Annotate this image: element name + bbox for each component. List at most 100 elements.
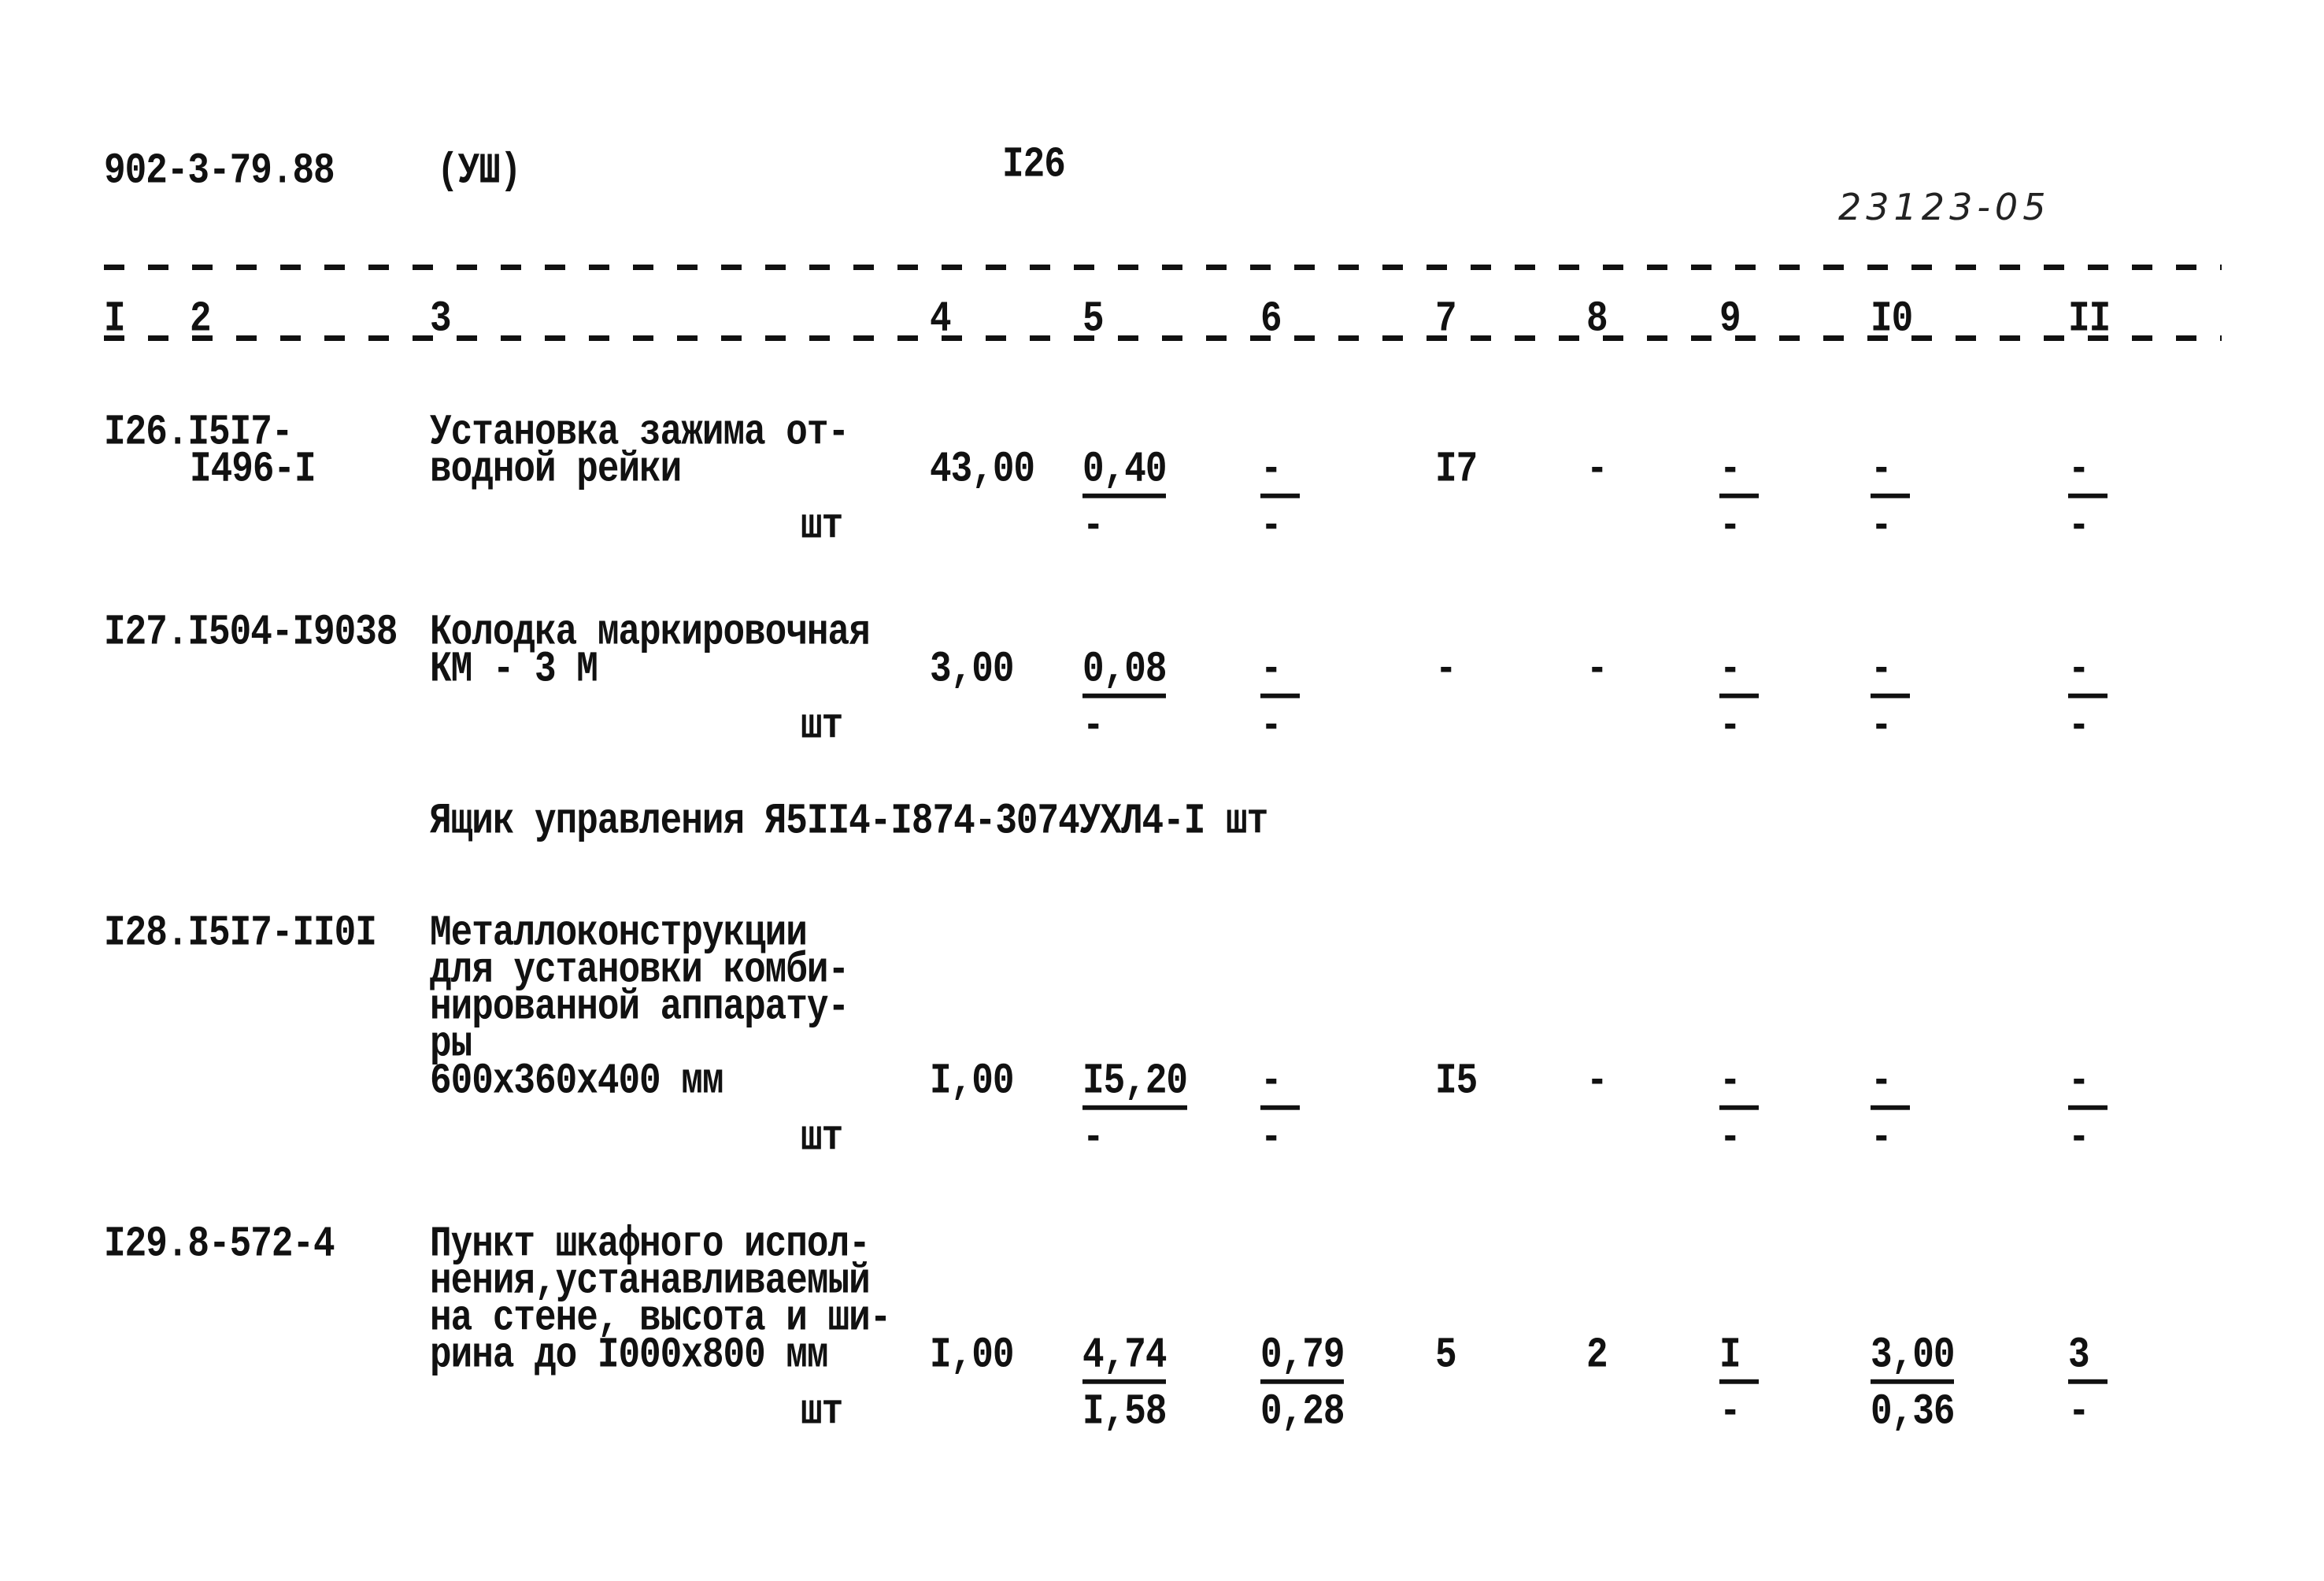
- cell-c11-top-value: -: [2068, 1059, 2108, 1110]
- row-description-line: ры: [430, 1020, 472, 1068]
- cell-c9-top-value: -: [1719, 447, 1759, 498]
- row-description-line: нения,устанавливаемый: [430, 1257, 871, 1305]
- cell-c10-top: -: [1871, 447, 1910, 498]
- row-description-line: на стене, высота и ши-: [430, 1294, 891, 1342]
- cell-c5-top: 0,08: [1082, 647, 1167, 698]
- row-code: I29.8-572-4: [104, 1220, 335, 1268]
- cell-c10-bottom: -: [1871, 1113, 1893, 1162]
- column-number-1: I: [104, 294, 126, 343]
- column-number-7: 7: [1435, 294, 1457, 343]
- cell-c5-top: 0,40: [1082, 447, 1167, 498]
- column-number-4: 4: [930, 294, 952, 343]
- cell-c10-top-value: 3,00: [1871, 1333, 1955, 1384]
- cell-c9-bottom: -: [1719, 502, 1741, 550]
- page-number: I26: [1002, 140, 1066, 189]
- row-description-line: для установки комби-: [430, 946, 849, 994]
- cell-c5-top-value: 0,08: [1082, 647, 1167, 698]
- cell-c7: I5: [1435, 1057, 1478, 1105]
- cell-c8: -: [1586, 645, 1608, 694]
- row-description-line: водной рейки: [430, 445, 682, 494]
- quantity: 43,00: [930, 445, 1035, 494]
- cell-c9-bottom: -: [1719, 702, 1741, 750]
- cell-c8: 2: [1586, 1331, 1608, 1379]
- cell-c5-top: I5,20: [1082, 1059, 1188, 1110]
- row-description-line: Металлоконструкции: [430, 909, 808, 957]
- row-code: I28.I5I7-II0I: [104, 909, 377, 957]
- header-dashed-rule: [104, 335, 2222, 341]
- cell-c11-bottom: -: [2068, 702, 2090, 750]
- column-number-6: 6: [1260, 294, 1282, 343]
- cell-c9-top-value: -: [1719, 1059, 1759, 1110]
- cell-c9-top: -: [1719, 447, 1759, 498]
- cell-c9-top-value: I: [1719, 1333, 1759, 1384]
- cell-c11-bottom: -: [2068, 1387, 2090, 1436]
- cell-c6-bottom: 0,28: [1260, 1387, 1345, 1436]
- cell-c5-bottom: -: [1082, 502, 1105, 550]
- quantity: I,00: [930, 1331, 1014, 1379]
- row-code: I27.I504-I9038: [104, 608, 398, 657]
- document-code: 902-3-79.88: [104, 146, 335, 195]
- cell-c10-top-value: -: [1871, 1059, 1910, 1110]
- column-number-9: 9: [1719, 294, 1741, 343]
- cell-c11-top: 3: [2068, 1333, 2108, 1384]
- cell-c6-top-value: 0,79: [1260, 1333, 1345, 1384]
- handwritten-number: 23123-05: [1838, 186, 2051, 228]
- cell-c10-bottom: 0,36: [1871, 1387, 1955, 1436]
- column-number-3: 3: [430, 294, 452, 343]
- column-number-2: 2: [190, 294, 212, 343]
- cell-c5-top-value: I5,20: [1082, 1059, 1188, 1110]
- cell-c11-bottom: -: [2068, 502, 2090, 550]
- top-dashed-rule: [104, 265, 2222, 270]
- cell-c5-bottom: -: [1082, 1113, 1105, 1162]
- cell-c6-top-value: -: [1260, 647, 1300, 698]
- cell-c6-bottom: -: [1260, 502, 1282, 550]
- cell-c8: -: [1586, 1057, 1608, 1105]
- cell-c10-bottom: -: [1871, 702, 1893, 750]
- cell-c6-top: -: [1260, 1059, 1300, 1110]
- row-unit: шт: [801, 1387, 843, 1436]
- cell-c7: I7: [1435, 445, 1478, 494]
- cell-c11-bottom: -: [2068, 1113, 2090, 1162]
- cell-c7: 5: [1435, 1331, 1457, 1379]
- cell-c5-bottom: I,58: [1082, 1387, 1167, 1436]
- cell-c10-top-value: -: [1871, 647, 1910, 698]
- cell-c9-bottom: -: [1719, 1113, 1741, 1162]
- cell-c11-top: -: [2068, 447, 2108, 498]
- row-description-line: 600x360x400 мм: [430, 1057, 723, 1105]
- cell-c6-top: -: [1260, 647, 1300, 698]
- column-number-11: II: [2068, 294, 2111, 343]
- section-mark: (УШ): [437, 146, 521, 195]
- quantity: I,00: [930, 1057, 1014, 1105]
- cell-c5-top: 4,74: [1082, 1333, 1167, 1384]
- section-title: Ящик управления Я5II4-I874-3074УХЛ4-I шт: [430, 797, 1268, 846]
- cell-c9-top-value: -: [1719, 647, 1759, 698]
- row-code: I26.I5I7-: [104, 408, 293, 457]
- cell-c6-top: -: [1260, 447, 1300, 498]
- cell-c6-top: 0,79: [1260, 1333, 1345, 1384]
- row-description-line: Установка зажима от-: [430, 408, 849, 457]
- row-unit: шт: [801, 1113, 843, 1162]
- row-unit: шт: [801, 702, 843, 750]
- row-description-line: Пункт шкафного испол-: [430, 1220, 871, 1268]
- cell-c6-bottom: -: [1260, 702, 1282, 750]
- cell-c10-top: 3,00: [1871, 1333, 1955, 1384]
- cell-c6-top-value: -: [1260, 1059, 1300, 1110]
- row-description-line: рина до I000x800 мм: [430, 1331, 828, 1379]
- cell-c11-top-value: -: [2068, 647, 2108, 698]
- cell-c5-top-value: 4,74: [1082, 1333, 1167, 1384]
- cell-c9-top: I: [1719, 1333, 1759, 1384]
- cell-c9-bottom: -: [1719, 1387, 1741, 1436]
- row-unit: шт: [801, 502, 843, 550]
- cell-c5-top-value: 0,40: [1082, 447, 1167, 498]
- cell-c7: -: [1435, 645, 1457, 694]
- row-description-line: Колодка маркировочная: [430, 608, 871, 657]
- cell-c10-top-value: -: [1871, 447, 1910, 498]
- cell-c11-top-value: -: [2068, 447, 2108, 498]
- cell-c11-top: -: [2068, 1059, 2108, 1110]
- cell-c11-top-value: 3: [2068, 1333, 2108, 1384]
- column-number-5: 5: [1082, 294, 1105, 343]
- row-description-line: КМ - 3 М: [430, 645, 598, 694]
- cell-c6-top-value: -: [1260, 447, 1300, 498]
- cell-c11-top: -: [2068, 647, 2108, 698]
- cell-c8: -: [1586, 445, 1608, 494]
